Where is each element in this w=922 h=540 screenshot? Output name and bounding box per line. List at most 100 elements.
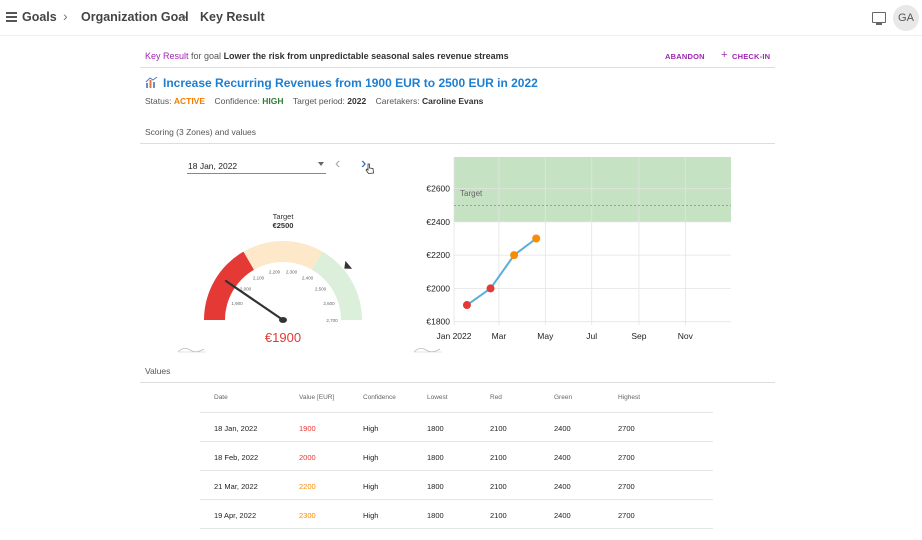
gauge-target-label: Target [273, 212, 295, 221]
abandon-button[interactable]: ABANDON [665, 52, 705, 61]
cell-highest: 2700 [618, 482, 635, 491]
gauge-target-marker [344, 260, 353, 269]
chart-green-zone [454, 157, 731, 222]
chevron-right-icon: › [63, 8, 68, 24]
next-button[interactable]: › [361, 155, 367, 172]
chart-y-tick-label: €2200 [426, 250, 450, 260]
gauge-needle-hub [279, 317, 287, 323]
monitor-icon[interactable] [872, 12, 886, 25]
cell-green: 2400 [554, 424, 571, 433]
status-badge: ACTIVE [173, 96, 206, 106]
target-period-label: Target period: [292, 96, 345, 106]
gauge-tick-label: 2,300 [286, 270, 298, 275]
chart-y-tick-label: €1800 [426, 317, 450, 327]
column-header[interactable]: Date [214, 394, 228, 401]
cell-value: 1900 [299, 424, 316, 433]
for-goal-text: for goal [188, 51, 224, 61]
cell-highest: 2700 [618, 511, 635, 520]
cell-green: 2400 [554, 511, 571, 520]
column-header[interactable]: Red [490, 394, 502, 401]
chart-y-tick-label: €2600 [426, 184, 450, 194]
breadcrumb-goals[interactable]: Goals [22, 10, 57, 24]
chart-target-label: Target [460, 189, 483, 198]
values-line-chart: €1800 €2000 €2200 €2400 €2600 Jan 2022 Mar May… [426, 157, 731, 341]
cell-highest: 2700 [618, 424, 635, 433]
cell-date: 21 Mar, 2022 [214, 482, 258, 491]
chart-icon [145, 76, 158, 88]
goal-name[interactable]: Lower the risk from unpredictable season… [223, 51, 509, 61]
table-row[interactable]: 18 Feb, 2022 2000 High 1800 2100 2400 27… [200, 441, 713, 470]
target-period-value: 2022 [347, 96, 367, 106]
cell-date: 19 Apr, 2022 [214, 511, 257, 520]
cell-value: 2200 [299, 482, 316, 491]
cell-green: 2400 [554, 482, 571, 491]
previous-button[interactable]: ‹ [335, 155, 341, 172]
avatar[interactable]: GA [893, 5, 919, 31]
chart-x-tick-label: Jan 2022 [437, 331, 472, 341]
key-result-status-line: Status: ACTIVE Confidence: HIGH Target p… [145, 96, 483, 106]
gauge-tick-label: 1,900 [231, 301, 243, 306]
cell-red: 2100 [490, 424, 507, 433]
check-in-button[interactable]: CHECK-IN [732, 52, 771, 61]
menu-icon[interactable] [6, 12, 17, 24]
chart-data-point[interactable] [486, 284, 495, 293]
cell-lowest: 1800 [427, 424, 444, 433]
chart-data-point[interactable] [532, 234, 541, 243]
cell-lowest: 1800 [427, 453, 444, 462]
column-header[interactable]: Highest [618, 394, 641, 401]
breadcrumb-key-result: Key Result [200, 10, 265, 24]
cell-red: 2100 [490, 511, 507, 520]
divider [140, 382, 775, 383]
column-header[interactable]: Confidence [363, 394, 396, 401]
gauge-green-zone [312, 251, 362, 320]
gauge-tick-label: 2,100 [253, 276, 265, 281]
gauge-tick-label: 2,600 [323, 301, 335, 306]
top-bar: Goals › Organization Goal › Key Result G… [0, 0, 922, 36]
column-header[interactable]: Lowest [427, 394, 448, 401]
table-row[interactable]: 18 Jan, 2022 1900 High 1800 2100 2400 27… [200, 412, 713, 441]
cell-highest: 2700 [618, 453, 635, 462]
table-row[interactable]: 19 Apr, 2022 2300 High 1800 2100 2400 27… [200, 499, 713, 529]
status-label: Status: [145, 96, 172, 106]
cell-value: 2000 [299, 453, 316, 462]
sparkline-icon [177, 348, 206, 353]
divider [140, 143, 775, 144]
chart-x-tick-label: Sep [631, 331, 646, 341]
column-header[interactable]: Green [554, 394, 573, 401]
gauge-tick-label: 2,400 [302, 276, 314, 281]
date-select[interactable]: 18 Jan, 2022 [187, 158, 326, 174]
sparkline-icon [413, 348, 442, 353]
cell-confidence: High [363, 511, 379, 520]
cell-red: 2100 [490, 453, 507, 462]
chart-series-line [466, 237, 537, 306]
chevron-right-icon: › [182, 8, 187, 24]
cell-red: 2100 [490, 482, 507, 491]
gauge-tick-label: 2,700 [326, 318, 338, 323]
divider [140, 67, 775, 68]
cell-value: 2300 [299, 511, 316, 520]
cell-confidence: High [363, 453, 379, 462]
date-select-value: 18 Jan, 2022 [188, 161, 238, 171]
key-result-title: Increase Recurring Revenues from 1900 EU… [163, 76, 538, 90]
breadcrumb-organization-goal[interactable]: Organization Goal [81, 10, 189, 24]
key-result-link[interactable]: Key Result [145, 51, 189, 61]
chart-data-point[interactable] [510, 251, 519, 260]
caretakers-value: Caroline Evans [421, 96, 484, 106]
gauge-target-value: €2500 [273, 221, 294, 230]
confidence-badge: HIGH [262, 96, 284, 106]
chart-data-point[interactable] [462, 301, 471, 310]
chart-y-tick-label: €2000 [426, 283, 450, 293]
table-row[interactable]: 21 Mar, 2022 2200 High 1800 2100 2400 27… [200, 470, 713, 499]
gauge-current-value: €1900 [265, 330, 301, 345]
gauge-yellow-zone [243, 241, 323, 270]
cell-confidence: High [363, 424, 379, 433]
cell-confidence: High [363, 482, 379, 491]
cell-lowest: 1800 [427, 511, 444, 520]
gauge-tick-label: 2,000 [240, 287, 252, 292]
key-result-subheader: Key Result for goal Lower the risk from … [145, 51, 509, 61]
gauge-tick-label: 2,200 [269, 270, 281, 275]
column-header[interactable]: Value [EUR] [299, 394, 335, 401]
plus-icon[interactable]: + [721, 49, 728, 61]
values-section-title: Values [145, 366, 171, 376]
cell-date: 18 Jan, 2022 [214, 424, 258, 433]
